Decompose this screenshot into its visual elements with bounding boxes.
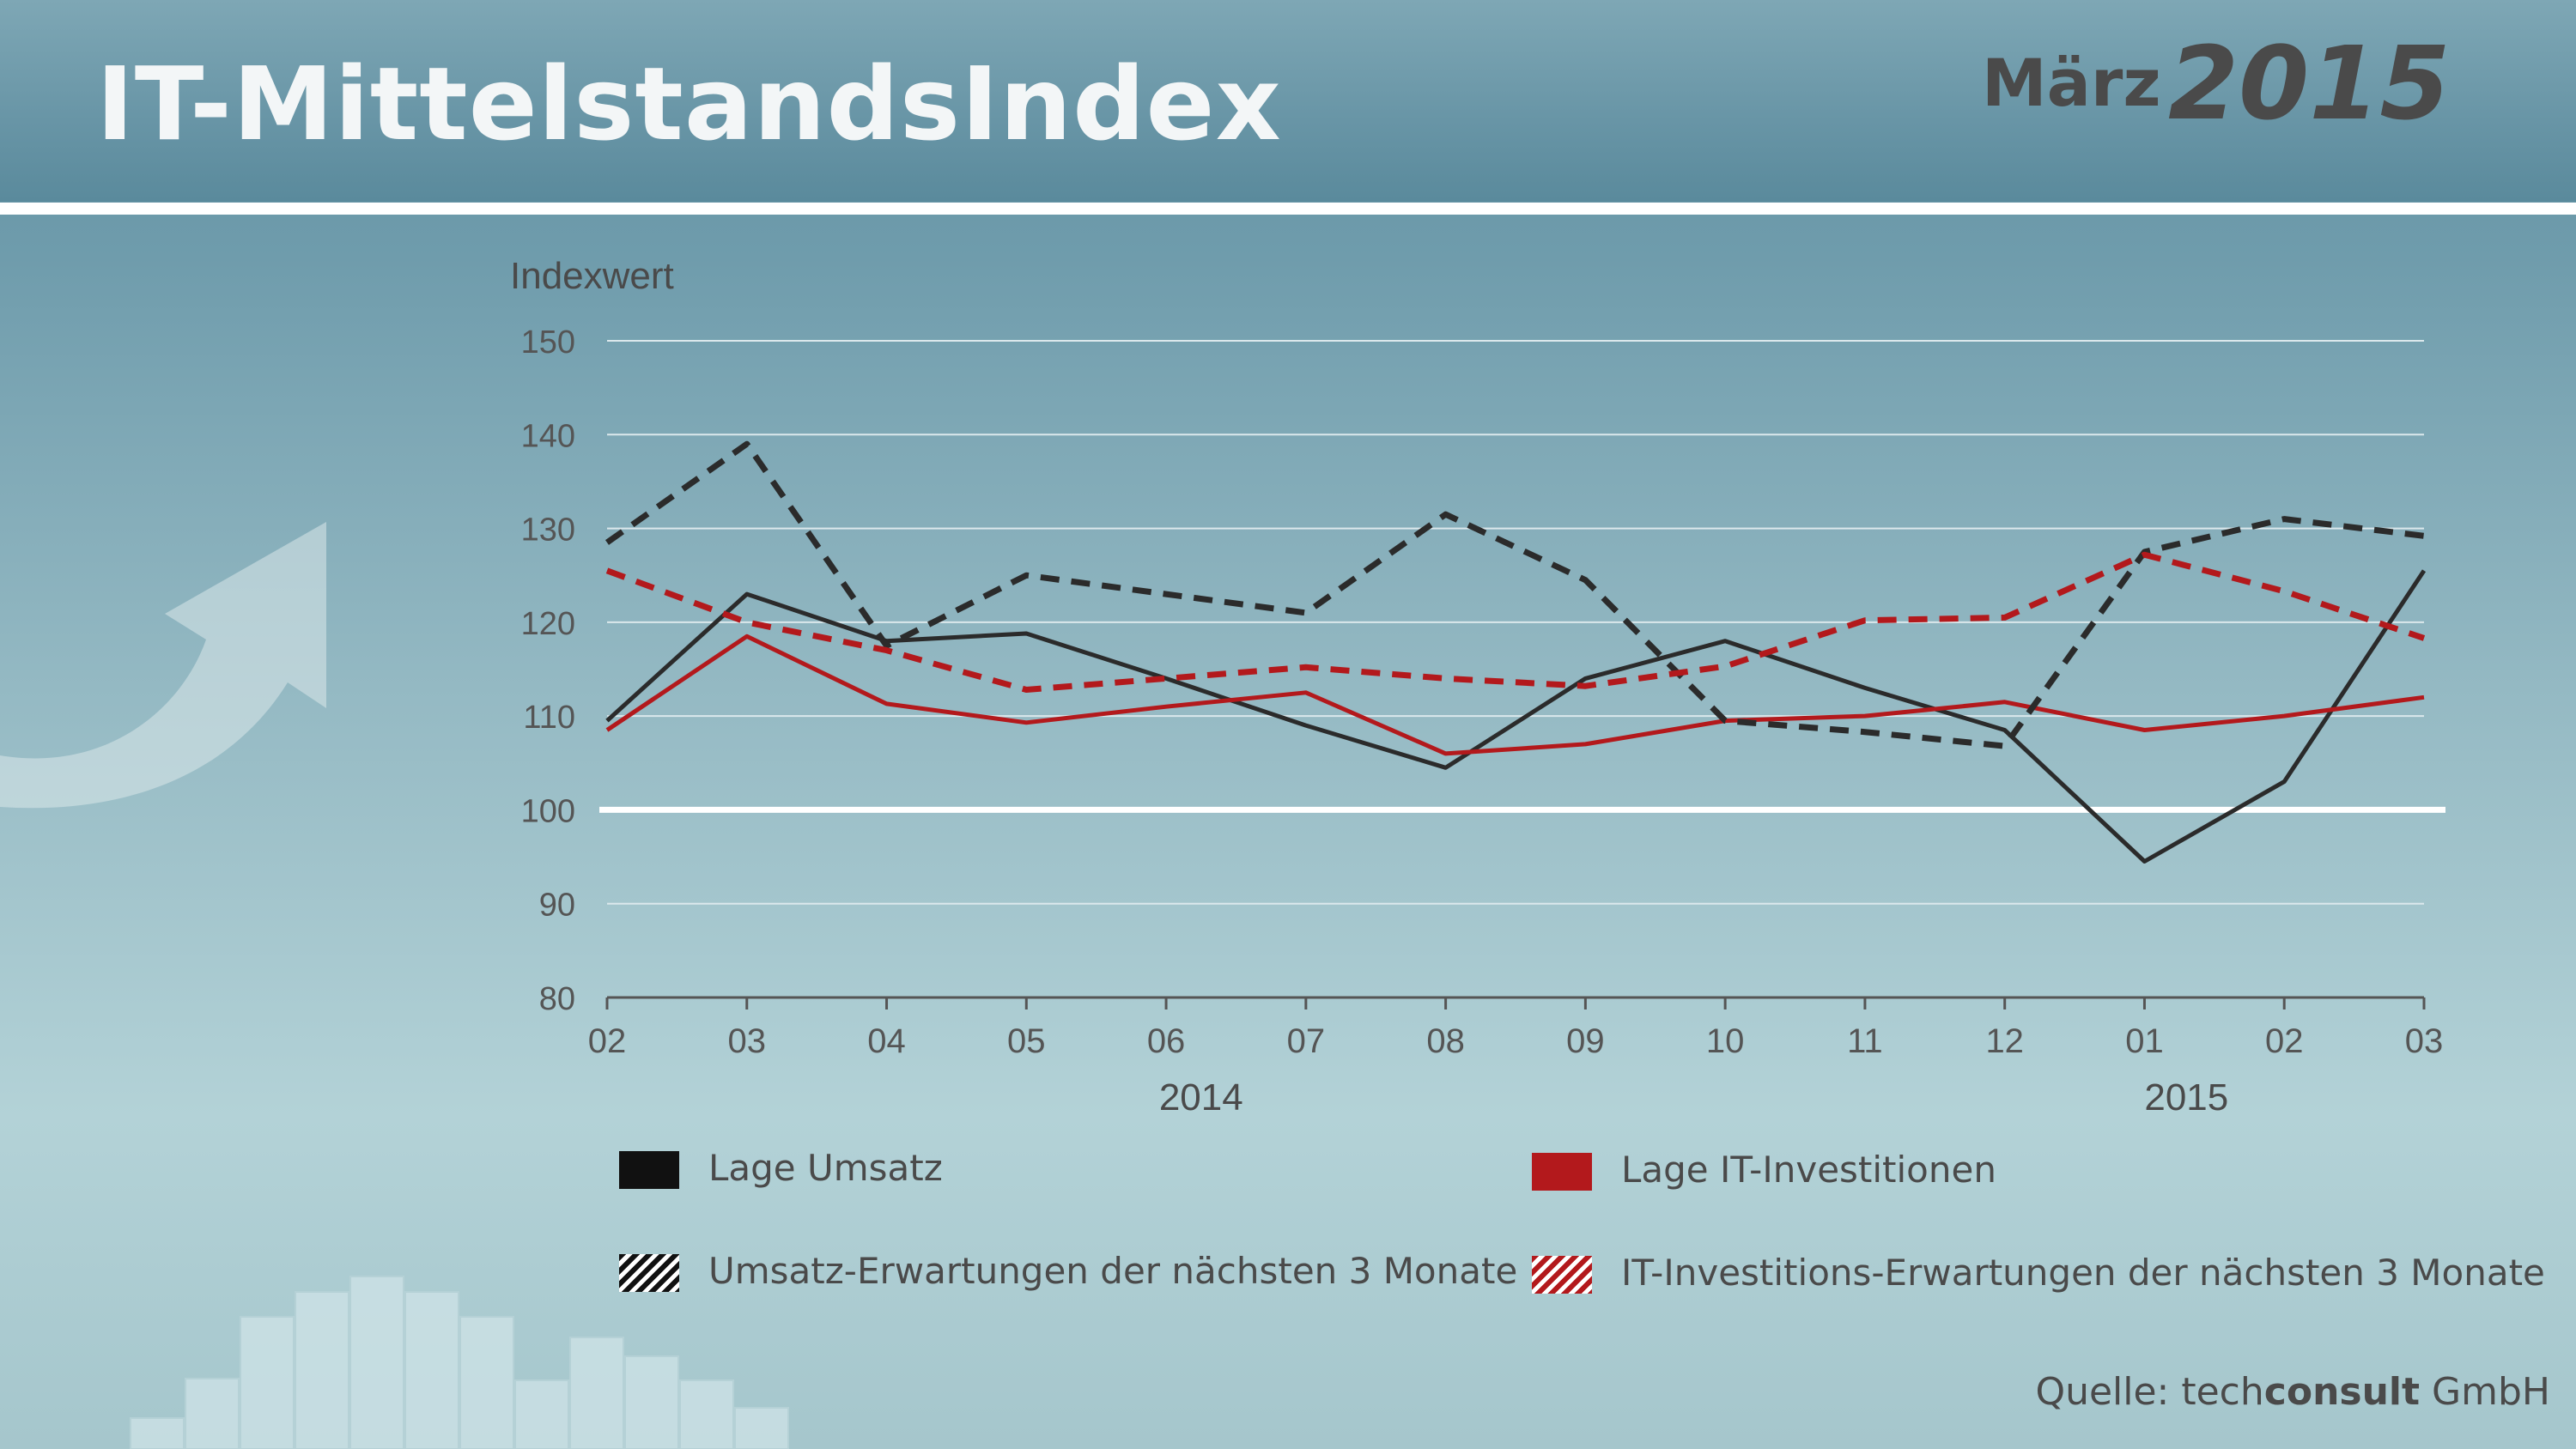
y-axis-ticks: 80 90 100 110 120 130 140 150	[521, 324, 575, 1017]
x-tick-label: 06	[1147, 1022, 1186, 1060]
x-tick-label: 12	[1985, 1022, 2024, 1060]
page-title: IT-MittelstandsIndex	[96, 45, 1282, 163]
arrow-icon	[0, 522, 326, 809]
x-tick-label: 02	[588, 1022, 627, 1060]
header-divider	[0, 203, 2576, 215]
x-tick-label: 09	[1566, 1022, 1605, 1060]
series-line-3	[605, 551, 2426, 693]
legend-label: Umsatz-Erwartungen der nächsten 3 Monate	[708, 1250, 1518, 1292]
header-band	[0, 0, 2576, 202]
series-line-2	[605, 440, 2425, 749]
x-tick-label: 11	[1847, 1022, 1883, 1060]
y-axis-title: Indexwert	[510, 255, 674, 297]
gridlines	[607, 340, 2424, 905]
y-tick-label: 130	[521, 512, 575, 549]
year-axis-label: 2014	[1159, 1076, 1243, 1119]
x-tick-label: 02	[2265, 1022, 2304, 1060]
series-line-0	[605, 569, 2427, 864]
x-tick-label: 10	[1706, 1022, 1745, 1060]
y-tick-label: 100	[521, 793, 575, 829]
x-tick-label: 04	[867, 1022, 906, 1060]
year-axis-label: 2015	[2144, 1076, 2228, 1119]
x-axis: 02 03 04 05 06 07 08 09 10 11 12 01 02 03 2014 2015	[588, 996, 2444, 1119]
y-tick-label: 80	[539, 981, 575, 1017]
source-brand: consult	[2263, 1370, 2421, 1414]
legend-swatch-hatched-red	[1532, 1256, 1592, 1294]
source-prefix: Quelle: tech	[2035, 1370, 2264, 1414]
grid-decoration	[0, 421, 567, 919]
legend-swatch-hatched-black	[619, 1254, 679, 1292]
source-credit: Quelle: techconsult GmbH	[2035, 1370, 2550, 1414]
x-tick-label: 07	[1287, 1022, 1326, 1060]
series-lines	[605, 440, 2427, 864]
x-tick-label: 03	[728, 1022, 767, 1060]
series-line-1	[605, 634, 2425, 756]
legend-swatch-solid-black	[619, 1151, 679, 1189]
source-suffix: GmbH	[2420, 1370, 2550, 1414]
x-tick-label: 05	[1007, 1022, 1046, 1060]
legend-label: IT-Investitions-Erwartungen der nächsten…	[1621, 1252, 2545, 1294]
x-tick-label: 08	[1426, 1022, 1465, 1060]
y-tick-label: 90	[539, 888, 575, 924]
y-tick-label: 150	[521, 324, 575, 361]
year-label: 2015	[2168, 24, 2451, 142]
y-tick-label: 110	[523, 700, 575, 736]
legend-swatch-solid-red	[1532, 1153, 1592, 1191]
y-tick-label: 140	[521, 418, 575, 454]
x-tick-label: 01	[2125, 1022, 2164, 1060]
legend-label: Lage IT-Investitionen	[1621, 1149, 1996, 1191]
legend-label: Lage Umsatz	[708, 1147, 943, 1189]
bar-decoration	[130, 1276, 789, 1449]
x-tick-label: 03	[2405, 1022, 2444, 1060]
month-label: März	[1982, 45, 2161, 121]
y-tick-label: 120	[521, 606, 575, 642]
